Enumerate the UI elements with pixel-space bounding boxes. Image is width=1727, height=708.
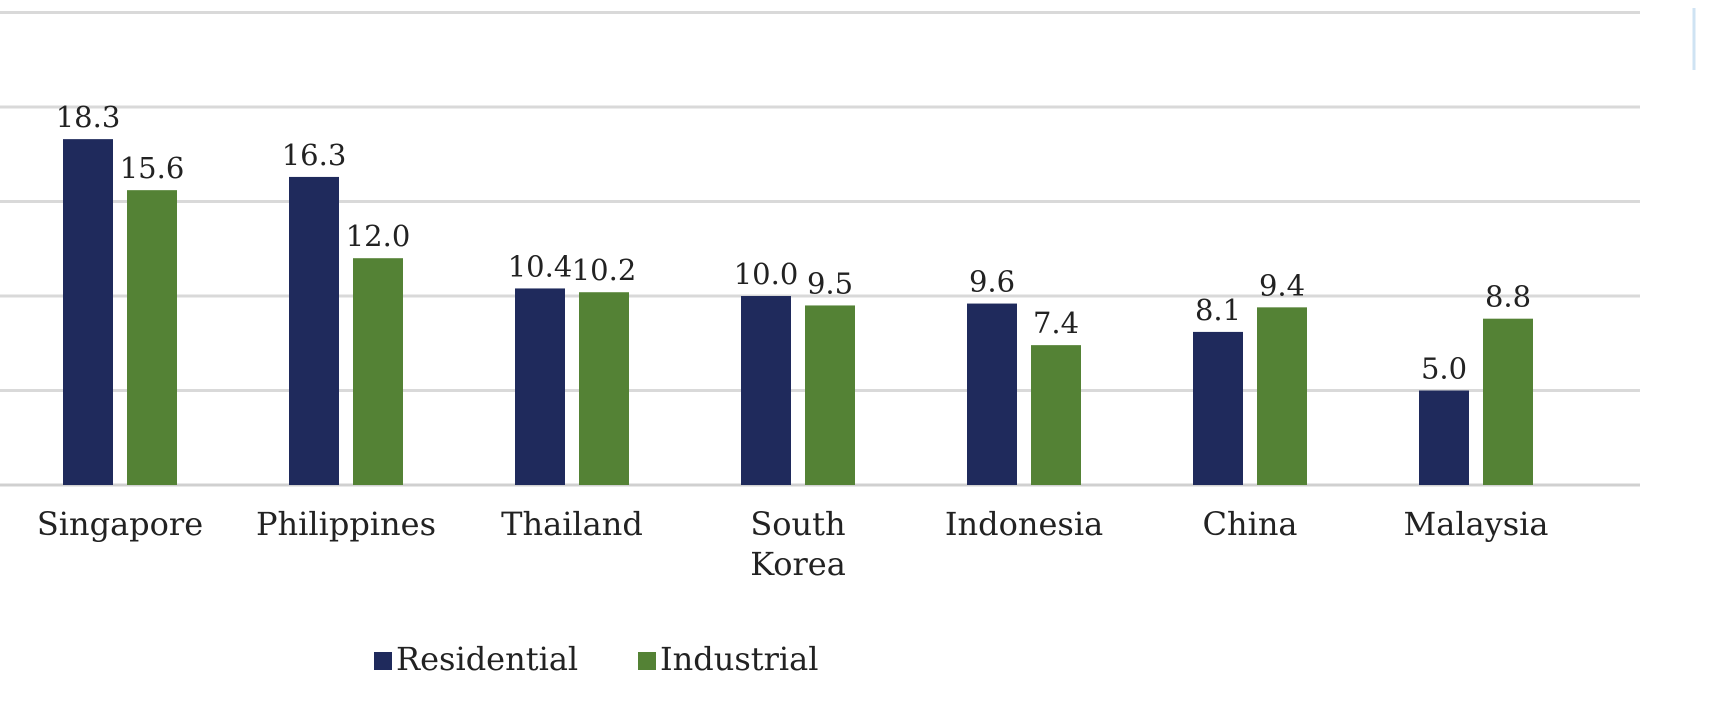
gridlines	[0, 11, 1640, 487]
x-tick-label: China	[1202, 505, 1297, 543]
bar-residential-thailand	[515, 288, 565, 485]
bar-industrial-singapore	[127, 190, 177, 485]
data-label: 15.6	[120, 151, 185, 185]
data-label: 8.1	[1195, 293, 1241, 327]
legend-label-industrial: Industrial	[660, 640, 818, 678]
legend-label-residential: Residential	[396, 640, 578, 678]
bar-industrial-south-korea	[805, 305, 855, 485]
bar-residential-malaysia	[1419, 390, 1469, 485]
x-tick-label: South Korea	[750, 505, 846, 583]
x-tick-label: Indonesia	[945, 505, 1103, 543]
legend-swatch-residential	[374, 652, 392, 670]
x-tick-label: Thailand	[501, 505, 643, 543]
legend-swatch-industrial	[638, 652, 656, 670]
legend: Residential Industrial	[374, 640, 818, 678]
x-tick-label: Malaysia	[1404, 505, 1549, 543]
category-labels: Singapore Philippines Thailand South Korea In…	[37, 505, 1549, 583]
bar-residential-china	[1193, 331, 1243, 485]
bar-industrial-indonesia	[1031, 345, 1081, 485]
bar-industrial-philippines	[353, 258, 403, 485]
bar-residential-singapore	[63, 139, 113, 485]
data-label: 16.3	[282, 138, 347, 172]
bar-residential-south-korea	[741, 296, 791, 485]
data-label: 9.4	[1259, 268, 1305, 302]
data-label: 10.2	[572, 253, 637, 287]
data-label: 9.5	[807, 266, 853, 300]
x-tick-label: Philippines	[256, 505, 436, 543]
bar-industrial-china	[1257, 307, 1307, 485]
bar-industrial-thailand	[579, 292, 629, 485]
data-label: 7.4	[1033, 306, 1079, 340]
bar-industrial-malaysia	[1483, 318, 1533, 485]
x-tick-label: Singapore	[37, 505, 203, 543]
data-label: 8.8	[1485, 280, 1531, 314]
data-labels: 18.3 15.6 16.3 12.0 10.4 10.2 10.0 9.5 9.6 7.4 8.1…	[56, 100, 1531, 385]
bars	[63, 139, 1533, 485]
data-label: 9.6	[969, 265, 1015, 299]
bar-residential-indonesia	[967, 303, 1017, 485]
data-label: 12.0	[346, 219, 411, 253]
data-label: 5.0	[1421, 352, 1467, 386]
data-label: 10.0	[734, 257, 799, 291]
bar-residential-philippines	[289, 176, 339, 485]
data-label: 10.4	[508, 249, 573, 283]
data-label: 18.3	[56, 100, 121, 134]
